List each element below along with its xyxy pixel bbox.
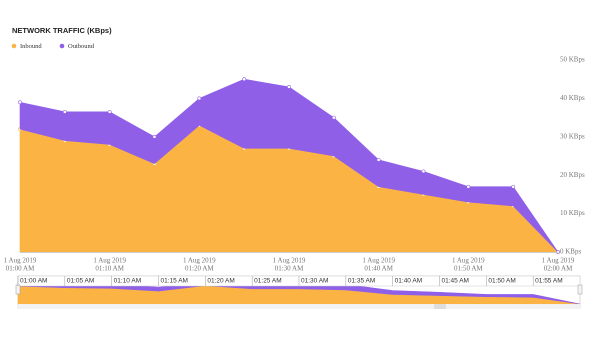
- x-tick-label: 01:40 AM: [364, 265, 393, 273]
- x-tick-date: 1 Aug 2019: [183, 257, 216, 265]
- x-tick-date: 1 Aug 2019: [93, 257, 126, 265]
- nav-label: 01:30 AM: [301, 278, 328, 285]
- nav-label: 01:55 AM: [535, 278, 562, 285]
- nav-handle[interactable]: [15, 284, 21, 295]
- y-tick-label: 0 KBps: [560, 248, 581, 256]
- nav-label: 01:00 AM: [20, 278, 47, 285]
- legend-label: Outbound: [68, 43, 95, 50]
- data-point: [466, 184, 471, 189]
- x-tick-label: 02:00 AM: [544, 265, 573, 273]
- y-tick-label: 50 KBps: [560, 56, 585, 64]
- data-point: [511, 184, 516, 189]
- y-tick-label: 20 KBps: [560, 171, 585, 179]
- nav-label: 01:50 AM: [488, 278, 515, 285]
- chart-title: NETWORK TRAFFIC (KBps): [12, 26, 112, 35]
- x-tick-label: 01:30 AM: [275, 265, 304, 273]
- data-point: [197, 96, 202, 101]
- legend-label: Inbound: [20, 43, 42, 50]
- y-tick-label: 40 KBps: [560, 94, 585, 102]
- data-point: [152, 134, 157, 139]
- plot: 0 KBps 10 KBps 20 KBps 30 KBps 40 KBps 50 KBp…: [4, 56, 585, 273]
- nav-label: 01:05 AM: [67, 278, 94, 285]
- x-tick-label: 01:10 AM: [95, 265, 124, 273]
- x-tick-label: 01:00 AM: [6, 265, 35, 273]
- x-tick-date: 1 Aug 2019: [362, 257, 395, 265]
- nav-label: 01:15 AM: [161, 278, 188, 285]
- nav-label: 01:35 AM: [348, 278, 375, 285]
- data-point: [287, 84, 291, 89]
- data-point: [331, 115, 336, 120]
- x-tick-date: 1 Aug 2019: [273, 257, 306, 265]
- nav-label: 01:20 AM: [207, 278, 234, 285]
- nav-label: 01:45 AM: [442, 278, 469, 285]
- y-tick-label: 30 KBps: [560, 132, 585, 140]
- x-tick-date: 1 Aug 2019: [4, 257, 37, 265]
- x-tick-date: 1 Aug 2019: [452, 257, 485, 265]
- nav-label: 01:40 AM: [395, 278, 422, 285]
- scrollbar-track: [18, 304, 580, 309]
- legend: Inbound Outbound: [11, 43, 95, 50]
- scrollbar-thumb[interactable]: [434, 304, 446, 309]
- x-tick-label: 01:50 AM: [454, 265, 483, 273]
- x-tick-date: 1 Aug 2019: [542, 257, 575, 265]
- navigator[interactable]: 01:00 AM 01:05 AM 01:10 AM 01:15 AM 01:20 AM…: [15, 275, 583, 309]
- x-tick-label: 01:20 AM: [185, 265, 214, 273]
- area: [19, 78, 559, 253]
- nav-handle[interactable]: [577, 284, 583, 295]
- nav-label: 01:10 AM: [114, 278, 141, 285]
- data-point: [18, 100, 22, 105]
- data-point: [62, 109, 67, 114]
- data-point: [242, 77, 247, 82]
- legend-marker: [11, 43, 17, 49]
- data-point: [107, 109, 112, 114]
- data-point: [376, 157, 381, 162]
- data-point: [421, 169, 426, 174]
- nav-label: 01:25 AM: [254, 278, 281, 285]
- legend-marker: [59, 43, 65, 49]
- y-tick-label: 10 KBps: [560, 209, 585, 217]
